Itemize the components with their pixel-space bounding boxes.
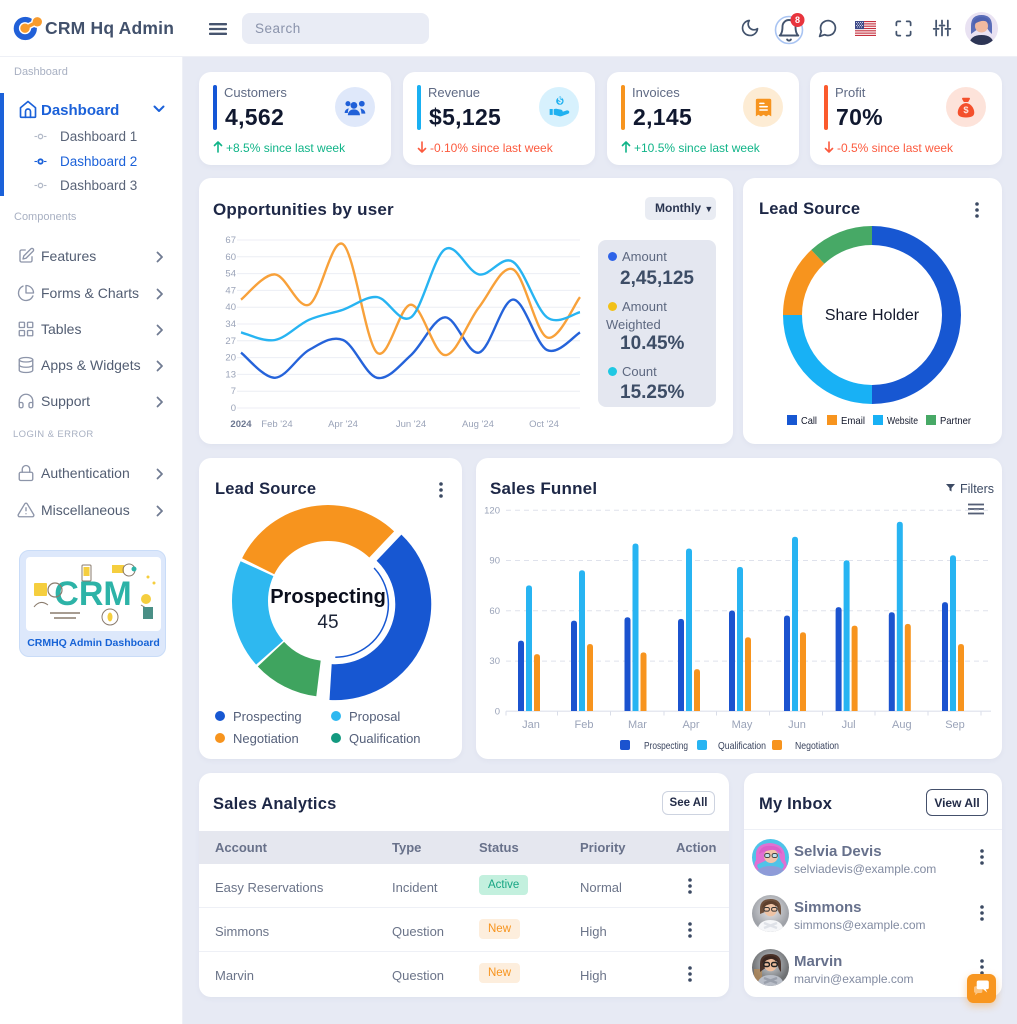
svg-text:Jul: Jul [842,719,856,731]
svg-text:Sep: Sep [945,719,965,731]
svg-text:Apr: Apr [682,719,699,731]
svg-text:7: 7 [231,386,236,397]
svg-text:Jun '24: Jun '24 [396,419,426,430]
svg-text:60: 60 [225,252,236,263]
svg-text:Aug: Aug [892,719,912,731]
svg-text:34: 34 [225,319,236,330]
svg-text:0: 0 [231,403,236,414]
svg-text:CRM: CRM [54,575,131,613]
svg-text:27: 27 [225,336,236,347]
svg-text:$: $ [963,105,969,115]
svg-text:Prospecting: Prospecting [270,586,386,608]
svg-text:67: 67 [225,235,236,246]
svg-text:Negotiation: Negotiation [795,740,839,752]
svg-text:Share Holder: Share Holder [825,307,920,324]
svg-text:20: 20 [225,353,236,364]
svg-text:2024: 2024 [230,419,252,430]
svg-text:Aug '24: Aug '24 [462,419,494,430]
svg-text:45: 45 [317,612,338,633]
svg-text:Prospecting: Prospecting [644,740,688,752]
svg-text:60: 60 [489,606,500,617]
svg-text:Email: Email [841,415,865,427]
svg-text:120: 120 [484,505,500,516]
svg-text:30: 30 [489,656,500,667]
svg-text:Feb '24: Feb '24 [261,419,292,430]
svg-text:Mar: Mar [628,719,647,731]
svg-text:54: 54 [225,269,236,280]
svg-text:Apr '24: Apr '24 [328,419,358,430]
svg-text:8: 8 [795,15,800,25]
svg-text:Jan: Jan [522,719,540,731]
svg-text:Oct '24: Oct '24 [529,419,559,430]
svg-text:Jun: Jun [788,719,806,731]
svg-text:Partner: Partner [940,415,971,427]
svg-text:Qualification: Qualification [718,740,766,752]
svg-text:Call: Call [801,415,817,427]
svg-text:40: 40 [225,302,236,313]
svg-text:Website: Website [887,415,918,427]
svg-text:13: 13 [225,369,236,380]
svg-text:47: 47 [225,285,236,296]
svg-text:90: 90 [489,556,500,567]
svg-text:Feb: Feb [575,719,594,731]
svg-text:May: May [732,719,753,731]
svg-text:0: 0 [495,706,500,717]
